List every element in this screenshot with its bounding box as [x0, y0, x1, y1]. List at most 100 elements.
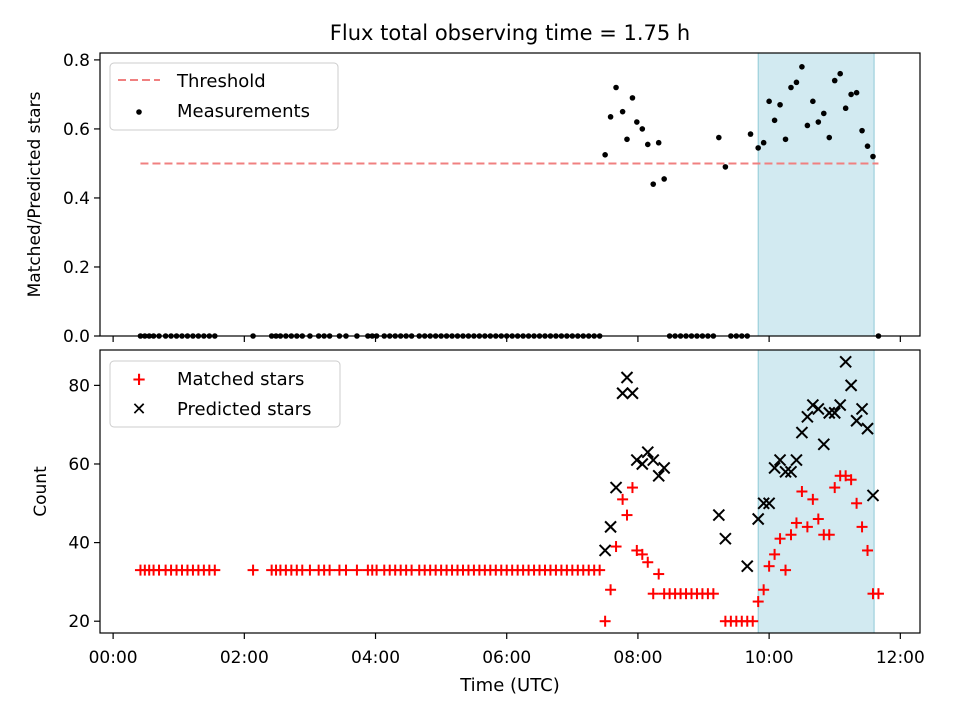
measurement-point: [820, 110, 827, 117]
measurement-point: [766, 98, 772, 105]
predicted-point-b: [641, 445, 654, 459]
measurement-point: [760, 139, 767, 146]
matched-point: [594, 564, 606, 576]
matched-point: [351, 564, 363, 576]
matched-point: [851, 497, 863, 509]
matched-point: [796, 486, 808, 497]
top-axes-frame: [99, 52, 921, 337]
matched-point: [642, 556, 654, 568]
matched-point: [785, 529, 797, 541]
measurement-point: [788, 84, 794, 91]
matched-point: [872, 588, 884, 600]
xtick-label: 04:00: [351, 648, 400, 668]
predicted-point: [828, 406, 841, 420]
measurement-point: [634, 119, 640, 125]
predicted-point-b: [823, 406, 836, 420]
matched-point: [845, 474, 857, 486]
predicted-point: [620, 371, 634, 384]
predicted-point: [833, 398, 847, 412]
matched-point: [807, 493, 819, 505]
predicted-point: [866, 489, 880, 502]
matched-point: [801, 521, 813, 533]
measurement-point: [859, 127, 865, 134]
predicted-point-b: [626, 387, 639, 400]
bottom-highlight-span: [757, 349, 875, 634]
predicted-point-b: [768, 461, 781, 475]
matched-point: [769, 548, 781, 560]
matched-point: [707, 588, 719, 600]
predicted-point: [784, 465, 798, 479]
matched-point: [823, 529, 835, 541]
bottom-plot: 20 40 60 80 00:00 02:00 04:00 06:00 08:00 10:00 12…: [31, 349, 925, 696]
predicted-point: [626, 387, 639, 400]
predicted-point: [757, 497, 770, 510]
matched-point: [747, 615, 759, 627]
measurement-point: [716, 134, 722, 141]
bottom-axis-ticks: 20 40 60 80 00:00 02:00 04:00 06:00 08:00 10:00 12…: [68, 376, 924, 668]
predicted-point: [812, 402, 825, 416]
ytick-label: 60: [68, 455, 90, 475]
predicted-point: [652, 469, 665, 482]
predicted-point: [779, 465, 792, 479]
predicted-point: [604, 520, 617, 534]
measurement-point: [815, 119, 822, 125]
predicted-point-b: [844, 379, 858, 392]
measurement-point: [782, 136, 789, 143]
predicted-point-b: [751, 512, 765, 526]
predicted-point-b: [833, 398, 847, 412]
bottom-legend: + Matched stars ✕ Predicted stars: [109, 360, 341, 428]
matched-point: [829, 482, 841, 494]
measurement-point: [747, 131, 754, 137]
measurement-point: [864, 143, 871, 149]
predicted-point-b: [817, 438, 830, 451]
measurement-point: [799, 64, 805, 70]
measurement-point: [831, 77, 838, 84]
measurement-point: [777, 101, 783, 108]
matched-point: [780, 564, 792, 576]
measurement-point: [624, 136, 630, 143]
predicted-point: [806, 398, 820, 412]
matched-point: [599, 615, 611, 627]
measurement-point: [644, 141, 651, 148]
predicted-point-b: [598, 544, 612, 557]
bottom-axes-frame: [99, 349, 921, 634]
legend-predicted-swatch: ✕: [131, 399, 146, 420]
predicted-point: [850, 414, 863, 427]
legend-threshold-label: Threshold: [176, 71, 266, 92]
ytick-label: 40: [68, 534, 90, 554]
predicted-point: [636, 457, 649, 471]
xtick-label: 10:00: [745, 648, 794, 668]
predicted-point-b: [609, 481, 623, 494]
matched-point: [653, 568, 665, 580]
matched-point: [617, 493, 629, 505]
legend-measurements-label: Measurements: [177, 101, 310, 122]
matched-point: [605, 584, 617, 596]
measurement-point: [602, 152, 608, 158]
measurement-point: [639, 126, 646, 132]
matched-point: [763, 560, 775, 572]
legend-matched-label: Matched stars: [177, 369, 304, 390]
matched-point: [626, 482, 638, 494]
xtick-label: 00:00: [89, 648, 138, 668]
measurement-point: [810, 98, 816, 105]
predicted-point-b: [616, 387, 629, 400]
measurement-point: [848, 91, 854, 98]
predicted-point-b: [866, 489, 880, 502]
ytick-label: 20: [68, 612, 90, 632]
measurement-point: [619, 108, 626, 115]
predicted-point-b: [657, 461, 671, 475]
predicted-point-b: [712, 508, 726, 522]
predicted-point-b: [652, 469, 665, 482]
matched-point: [647, 588, 659, 600]
measurement-point: [853, 89, 860, 96]
measurement-point: [607, 114, 614, 120]
matched-point: [636, 548, 648, 560]
matched-point: [862, 544, 874, 556]
measurement-point: [837, 70, 843, 77]
matched-point: [774, 533, 786, 545]
matched-point: [812, 513, 824, 525]
matched-point: [340, 564, 352, 576]
legend-matched-swatch: +: [131, 369, 146, 390]
bottom-series: [134, 355, 884, 627]
